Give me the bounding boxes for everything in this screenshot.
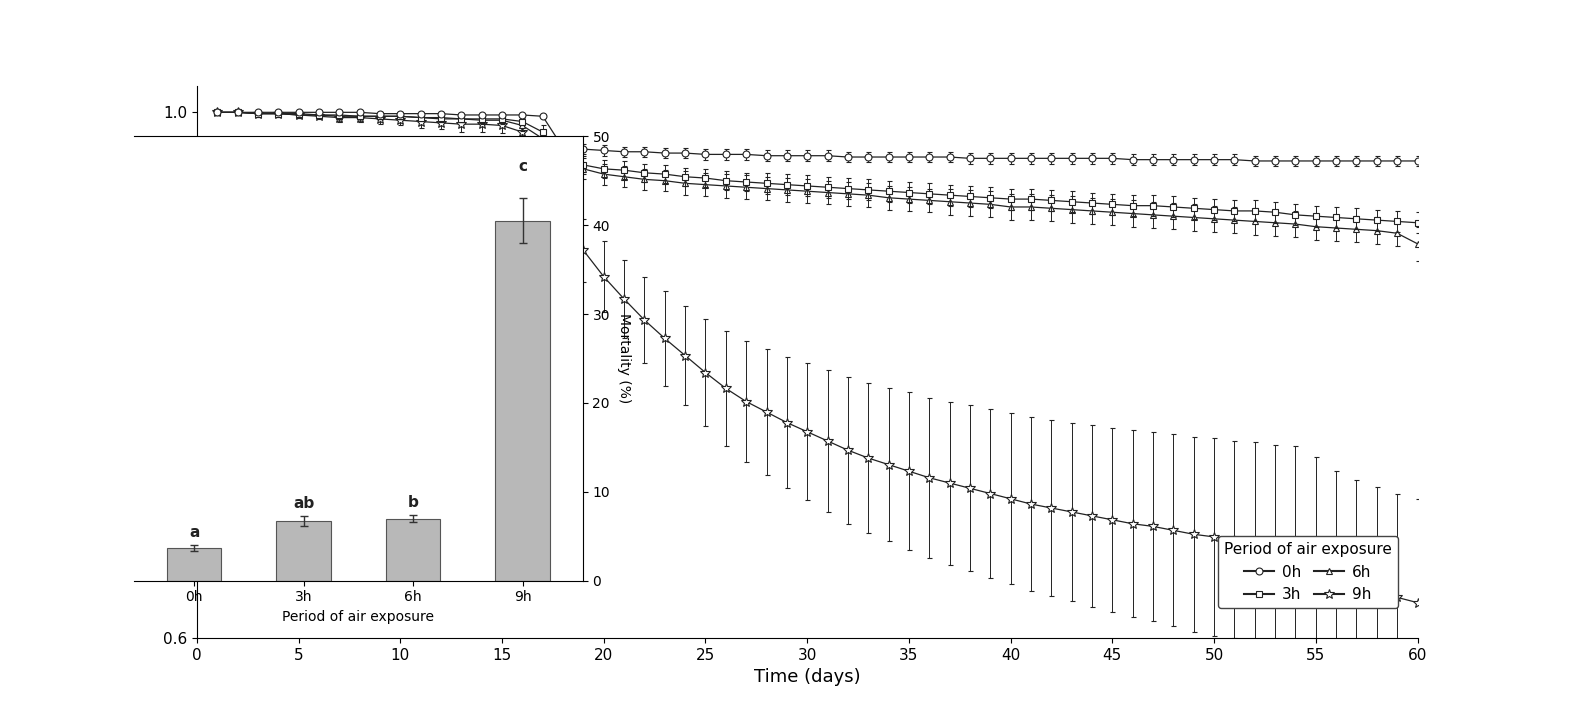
Bar [276,521,331,581]
Bar [495,221,550,581]
X-axis label: Period of air exposure: Period of air exposure [282,610,435,624]
Legend: 0h, 3h, 6h, 9h: 0h, 3h, 6h, 9h [1217,536,1397,609]
Text: a: a [189,526,200,541]
X-axis label: Time (days): Time (days) [754,668,860,686]
Text: b: b [408,495,419,511]
Bar [167,548,222,581]
Text: ab: ab [293,496,313,511]
Y-axis label: Survivorship: Survivorship [139,306,158,418]
Bar [386,518,441,581]
Y-axis label: Mortality (%): Mortality (%) [617,313,632,404]
Text: c: c [518,158,528,174]
